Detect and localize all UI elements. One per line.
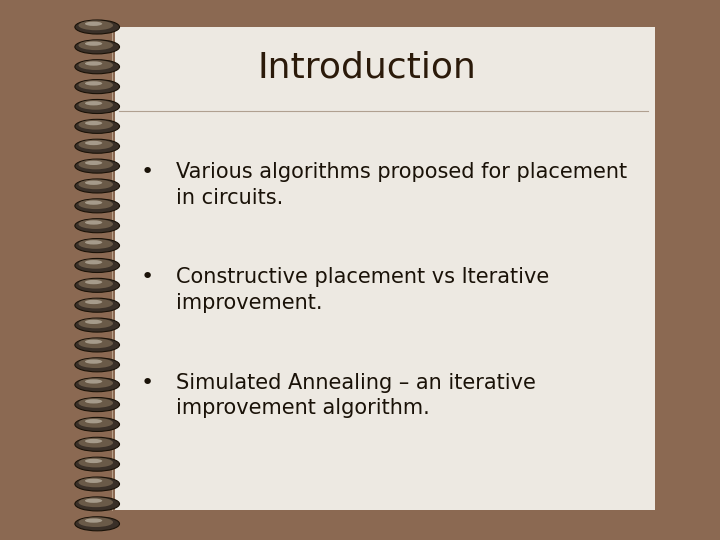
- Ellipse shape: [85, 240, 102, 245]
- Ellipse shape: [75, 397, 120, 411]
- Ellipse shape: [75, 417, 120, 431]
- Ellipse shape: [85, 498, 102, 503]
- Ellipse shape: [78, 160, 113, 170]
- Ellipse shape: [75, 278, 120, 292]
- Ellipse shape: [78, 359, 113, 368]
- Ellipse shape: [85, 101, 102, 105]
- Ellipse shape: [75, 517, 120, 531]
- Ellipse shape: [78, 40, 113, 50]
- Ellipse shape: [85, 379, 102, 383]
- Ellipse shape: [75, 179, 120, 193]
- Ellipse shape: [75, 497, 120, 511]
- Ellipse shape: [78, 398, 113, 408]
- Ellipse shape: [85, 81, 102, 85]
- Ellipse shape: [75, 457, 120, 471]
- Ellipse shape: [78, 418, 113, 428]
- Ellipse shape: [78, 497, 113, 507]
- Ellipse shape: [75, 79, 120, 93]
- Ellipse shape: [85, 280, 102, 284]
- Ellipse shape: [75, 239, 120, 253]
- Ellipse shape: [78, 60, 113, 70]
- Ellipse shape: [85, 260, 102, 265]
- Text: •: •: [141, 267, 154, 287]
- Ellipse shape: [85, 161, 102, 165]
- Ellipse shape: [78, 517, 113, 527]
- Ellipse shape: [78, 477, 113, 487]
- Ellipse shape: [75, 219, 120, 233]
- Ellipse shape: [78, 100, 113, 110]
- Ellipse shape: [78, 219, 113, 229]
- Ellipse shape: [78, 299, 113, 308]
- Ellipse shape: [75, 99, 120, 113]
- Ellipse shape: [85, 518, 102, 523]
- Ellipse shape: [75, 20, 120, 34]
- Ellipse shape: [85, 200, 102, 205]
- Ellipse shape: [75, 60, 120, 74]
- Ellipse shape: [78, 438, 113, 448]
- Ellipse shape: [85, 478, 102, 483]
- Ellipse shape: [85, 220, 102, 225]
- Ellipse shape: [78, 239, 113, 249]
- Ellipse shape: [78, 140, 113, 150]
- Ellipse shape: [75, 477, 120, 491]
- Ellipse shape: [78, 21, 113, 30]
- Bar: [43, 0, 115, 540]
- Ellipse shape: [75, 377, 120, 392]
- Ellipse shape: [85, 42, 102, 46]
- FancyBboxPatch shape: [112, 27, 655, 510]
- Ellipse shape: [75, 259, 120, 273]
- Ellipse shape: [85, 300, 102, 304]
- Text: Various algorithms proposed for placement
in circuits.: Various algorithms proposed for placemen…: [176, 162, 628, 207]
- Ellipse shape: [78, 199, 113, 209]
- Ellipse shape: [75, 40, 120, 54]
- Ellipse shape: [85, 399, 102, 403]
- Ellipse shape: [75, 437, 120, 451]
- Ellipse shape: [78, 179, 113, 189]
- Text: •: •: [141, 373, 154, 393]
- Ellipse shape: [78, 378, 113, 388]
- Ellipse shape: [78, 259, 113, 269]
- Ellipse shape: [85, 439, 102, 443]
- Ellipse shape: [78, 458, 113, 468]
- Ellipse shape: [78, 319, 113, 328]
- Ellipse shape: [85, 22, 102, 26]
- Text: Simulated Annealing – an iterative
improvement algorithm.: Simulated Annealing – an iterative impro…: [176, 373, 536, 418]
- Ellipse shape: [85, 340, 102, 344]
- Ellipse shape: [78, 339, 113, 348]
- Ellipse shape: [75, 199, 120, 213]
- Ellipse shape: [75, 338, 120, 352]
- Ellipse shape: [85, 141, 102, 145]
- Text: Introduction: Introduction: [258, 51, 477, 84]
- Ellipse shape: [78, 120, 113, 130]
- Ellipse shape: [85, 180, 102, 185]
- Ellipse shape: [78, 80, 113, 90]
- Ellipse shape: [85, 121, 102, 125]
- Ellipse shape: [75, 318, 120, 332]
- Ellipse shape: [75, 358, 120, 372]
- Ellipse shape: [78, 279, 113, 288]
- Ellipse shape: [85, 360, 102, 364]
- Ellipse shape: [75, 159, 120, 173]
- Ellipse shape: [85, 320, 102, 324]
- Text: •: •: [141, 162, 154, 182]
- Ellipse shape: [75, 119, 120, 133]
- Text: Constructive placement vs Iterative
improvement.: Constructive placement vs Iterative impr…: [176, 267, 549, 313]
- Ellipse shape: [85, 62, 102, 66]
- Ellipse shape: [85, 459, 102, 463]
- Ellipse shape: [75, 139, 120, 153]
- Ellipse shape: [85, 419, 102, 423]
- Ellipse shape: [75, 298, 120, 312]
